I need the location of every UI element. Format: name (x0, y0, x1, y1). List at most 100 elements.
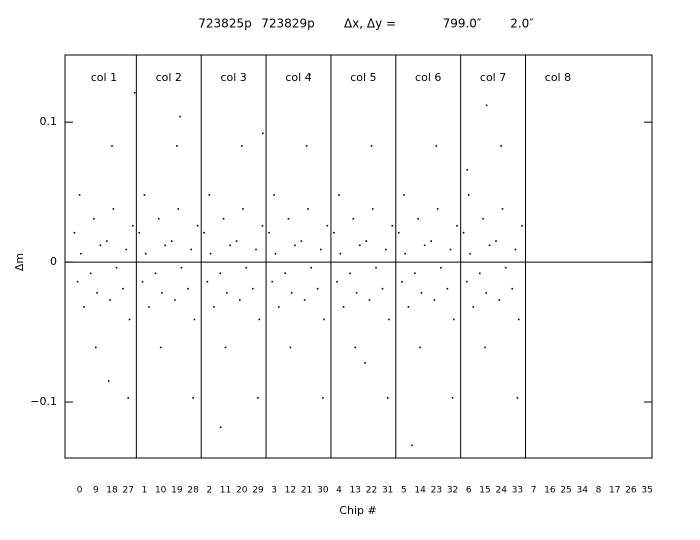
data-point (333, 231, 335, 234)
data-point (339, 252, 342, 255)
data-point (76, 280, 79, 283)
x-tick-label: 14 (414, 486, 426, 496)
data-point (93, 217, 95, 220)
data-point (176, 145, 178, 147)
data-point (456, 224, 458, 227)
data-point (300, 240, 303, 242)
data-point (433, 299, 436, 301)
data-point (219, 426, 222, 429)
data-point (342, 306, 345, 308)
data-point (242, 208, 244, 210)
x-tick-label: 33 (512, 486, 523, 496)
data-point (397, 231, 400, 234)
data-point (127, 397, 130, 399)
data-point (157, 217, 160, 220)
data-point (440, 266, 442, 269)
data-point (446, 287, 449, 290)
x-tick-label: 22 (366, 486, 377, 496)
title-part: 723829p (261, 17, 314, 31)
data-point (229, 244, 231, 247)
data-point (309, 73, 311, 76)
data-point (187, 287, 189, 290)
x-tick-label: 9 (93, 486, 99, 496)
data-point (80, 252, 82, 255)
data-point (466, 168, 468, 171)
data-point (501, 208, 504, 210)
x-tick-label: 17 (609, 486, 620, 496)
data-point (467, 194, 470, 196)
data-point (111, 145, 113, 147)
data-point (384, 248, 387, 251)
data-point (511, 287, 514, 290)
data-point (472, 306, 475, 308)
data-point (203, 231, 205, 234)
data-point (401, 280, 403, 283)
data-point (209, 252, 212, 255)
title-part: Δx, Δy = (344, 17, 396, 31)
data-point (388, 318, 390, 321)
data-point (154, 272, 157, 275)
data-point (190, 248, 192, 251)
data-point (240, 145, 243, 147)
x-tick-label: 5 (401, 486, 407, 496)
data-point (391, 224, 394, 227)
data-point (219, 272, 222, 275)
data-point (192, 397, 194, 399)
data-point (338, 194, 340, 196)
x-tick-label: 30 (317, 486, 329, 496)
data-point (354, 346, 357, 349)
data-point (364, 362, 366, 364)
data-point (122, 287, 124, 290)
data-point (273, 194, 275, 196)
data-point (125, 248, 128, 251)
data-point (289, 346, 292, 349)
data-point (148, 306, 150, 308)
data-point (419, 346, 421, 349)
x-tick-label: 26 (625, 486, 637, 496)
data-point (404, 252, 407, 255)
y-tick-label: 0 (50, 255, 57, 268)
x-tick-label: 10 (155, 486, 167, 496)
data-point (180, 266, 183, 269)
data-point (179, 115, 181, 118)
column-label: col 1 (91, 71, 117, 84)
data-point (504, 266, 507, 269)
data-point (478, 272, 481, 275)
column-label: col 6 (415, 71, 441, 84)
column-label: col 2 (156, 71, 182, 84)
x-tick-label: 20 (236, 486, 248, 496)
data-point (141, 280, 144, 283)
data-point (161, 292, 163, 294)
data-point (143, 194, 146, 196)
x-tick-label: 27 (123, 486, 134, 496)
data-point (488, 244, 491, 247)
data-point (514, 248, 517, 251)
x-tick-label: 31 (382, 486, 393, 496)
data-point (482, 217, 484, 220)
data-point (287, 217, 290, 220)
data-point (521, 224, 523, 227)
data-point (271, 280, 274, 283)
column-label: col 3 (220, 71, 246, 84)
x-tick-label: 12 (285, 486, 296, 496)
data-point (78, 194, 81, 196)
data-point (303, 299, 306, 301)
data-point (274, 252, 277, 255)
x-tick-label: 34 (577, 486, 589, 496)
y-tick-label: 0.1 (40, 115, 58, 128)
data-point (381, 287, 384, 290)
data-point (128, 318, 131, 321)
data-point (133, 91, 136, 94)
data-point (294, 244, 296, 247)
data-point (411, 444, 413, 447)
data-point (420, 292, 423, 294)
data-point (414, 272, 416, 275)
x-tick-label: 0 (77, 486, 83, 496)
data-point (485, 104, 488, 107)
data-point (435, 145, 438, 147)
data-point (73, 231, 76, 234)
column-label: col 4 (285, 71, 311, 84)
data-point (170, 240, 173, 242)
x-tick-label: 3 (271, 486, 277, 496)
